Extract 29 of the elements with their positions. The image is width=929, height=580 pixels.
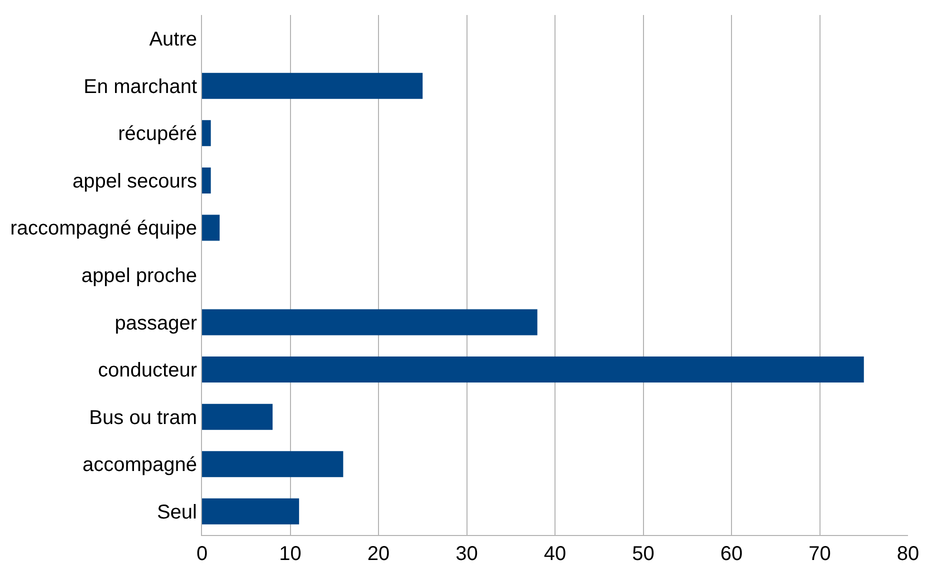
x-tick-label: 50: [632, 543, 654, 565]
y-tick-label: appel secours: [72, 170, 197, 192]
y-tick-label: appel proche: [81, 265, 197, 287]
x-tick-label: 20: [367, 543, 390, 565]
x-tick-label: 80: [896, 543, 920, 565]
x-tick-label: 30: [456, 543, 478, 565]
x-tick-label: 70: [808, 543, 831, 565]
bar: [202, 451, 344, 478]
y-tick-label: Autre: [149, 28, 197, 51]
x-tick-label: 10: [279, 543, 302, 565]
y-tick-label: Seul: [156, 501, 197, 524]
bar: [202, 309, 538, 336]
y-tick-label: récupéré: [118, 123, 197, 146]
y-tick-label: raccompagné équipe: [10, 218, 197, 240]
y-tick-label: Bus ou tram: [89, 406, 197, 429]
y-tick-label: passager: [114, 312, 198, 334]
bar: [202, 498, 300, 524]
y-tick-label: accompagné: [82, 454, 197, 476]
x-tick-label: 0: [196, 543, 208, 565]
y-tick-label: conducteur: [98, 360, 198, 382]
bar: [202, 356, 864, 383]
x-tick-label: 60: [720, 543, 743, 565]
y-tick-label: En marchant: [84, 76, 198, 98]
bar: [202, 404, 273, 430]
x-tick-label: 40: [544, 543, 566, 565]
bar: [202, 167, 211, 194]
bar: [202, 72, 423, 99]
bar: [202, 214, 220, 241]
bar: [202, 120, 211, 146]
